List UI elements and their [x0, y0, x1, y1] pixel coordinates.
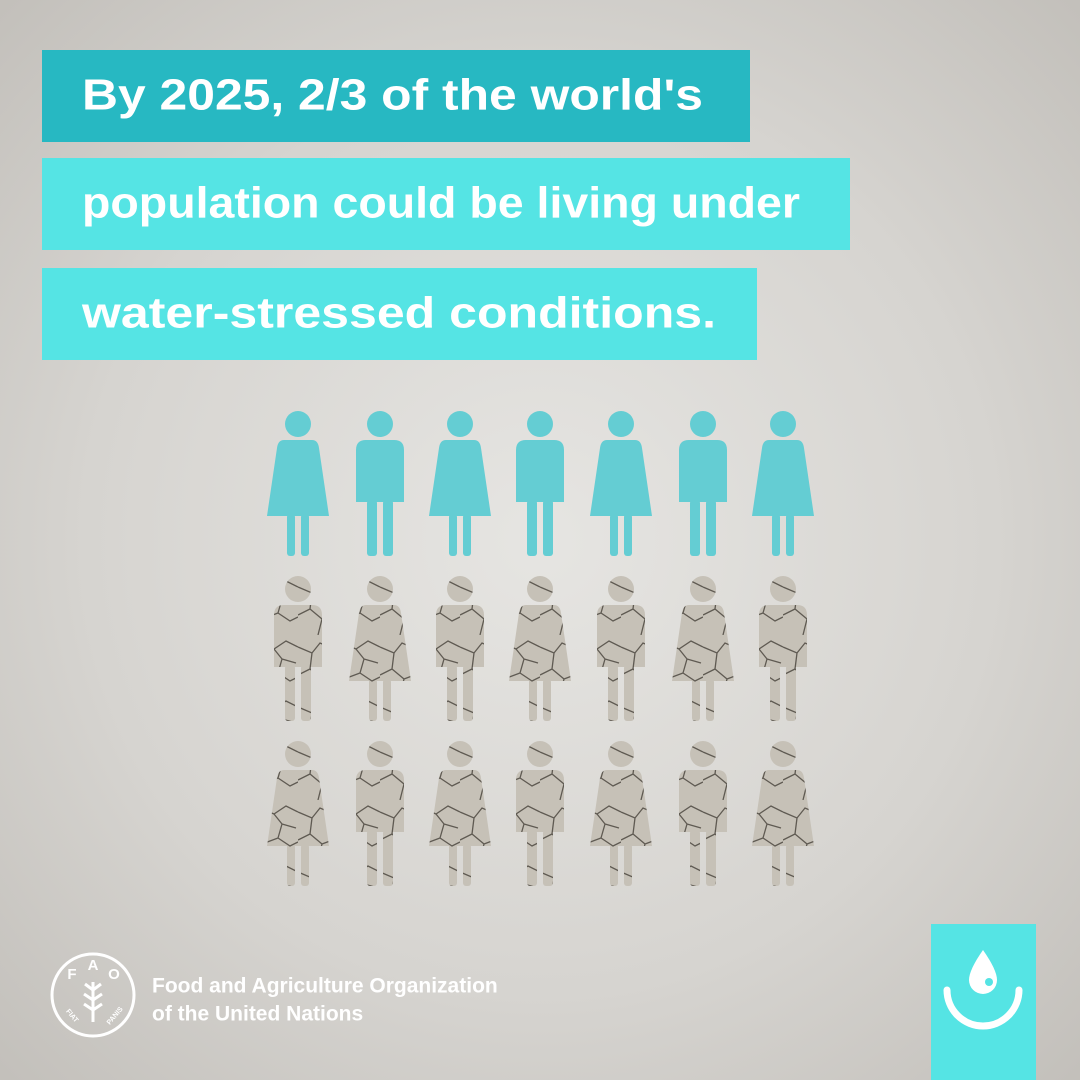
org-name: Food and Agriculture Organization: [152, 975, 498, 998]
fao-logo: F A O FIAT PANIS Food and Agriculture Or…: [50, 952, 498, 1038]
emblem-letter: O: [108, 966, 120, 983]
emblem-letter: A: [88, 957, 99, 974]
headline-banner: [42, 268, 757, 360]
org-name: of the United Nations: [152, 1003, 363, 1026]
headline-banner: [42, 50, 750, 142]
headline-line: By 2025, 2/3 of the world's: [82, 71, 703, 120]
smile-arc: [943, 986, 1023, 1030]
drop-highlight: [985, 978, 993, 986]
emblem-ring: [50, 952, 136, 1038]
water-badge: [931, 924, 1036, 1080]
headline-line: water-stressed conditions.: [81, 289, 716, 338]
headline-banner: [42, 158, 850, 250]
emblem-letter: F: [67, 966, 76, 983]
emblem-wheat: [83, 982, 103, 1022]
headline-line: population could be living under: [82, 179, 800, 228]
